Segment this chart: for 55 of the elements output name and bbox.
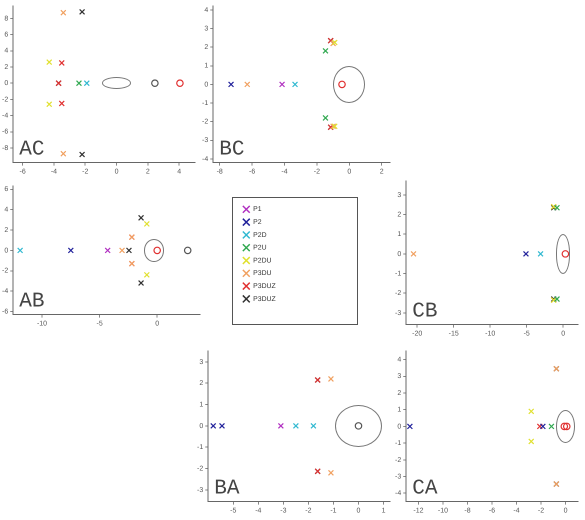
point [118,247,126,254]
point [310,422,316,429]
point [338,80,346,88]
point [138,214,144,221]
point [60,10,66,16]
point [548,423,555,430]
text: BA [214,478,240,501]
point [46,101,52,108]
point [292,422,299,429]
point [554,204,560,211]
point [537,250,544,257]
point [151,79,159,87]
point [79,8,86,15]
point [60,150,66,157]
point [278,81,286,88]
point [144,272,150,278]
text: BC [219,138,244,162]
point [184,246,192,254]
text: AB [19,290,44,314]
point [228,81,234,88]
point [522,250,530,257]
point [322,114,329,121]
point [328,470,334,476]
point [210,422,216,429]
point [58,100,65,107]
point [79,151,86,158]
point [17,247,24,254]
point [562,250,570,258]
point [144,220,150,227]
point [68,247,74,254]
point [244,81,250,88]
point [540,423,546,430]
point [58,60,65,66]
point [46,59,52,66]
point [406,423,413,430]
point [410,250,417,257]
text: CA [412,478,438,501]
point [536,423,543,430]
point [218,422,226,429]
point [176,79,184,87]
point [560,422,568,430]
point [278,422,284,429]
point [76,80,82,86]
point [528,408,534,414]
point [104,247,111,254]
point [292,81,298,88]
point [328,376,334,382]
point [322,48,329,54]
text: AC [19,138,44,162]
point [528,438,534,445]
text: CB [412,300,438,324]
point [84,80,90,86]
point [554,296,560,302]
point [126,247,132,254]
point [138,280,144,286]
